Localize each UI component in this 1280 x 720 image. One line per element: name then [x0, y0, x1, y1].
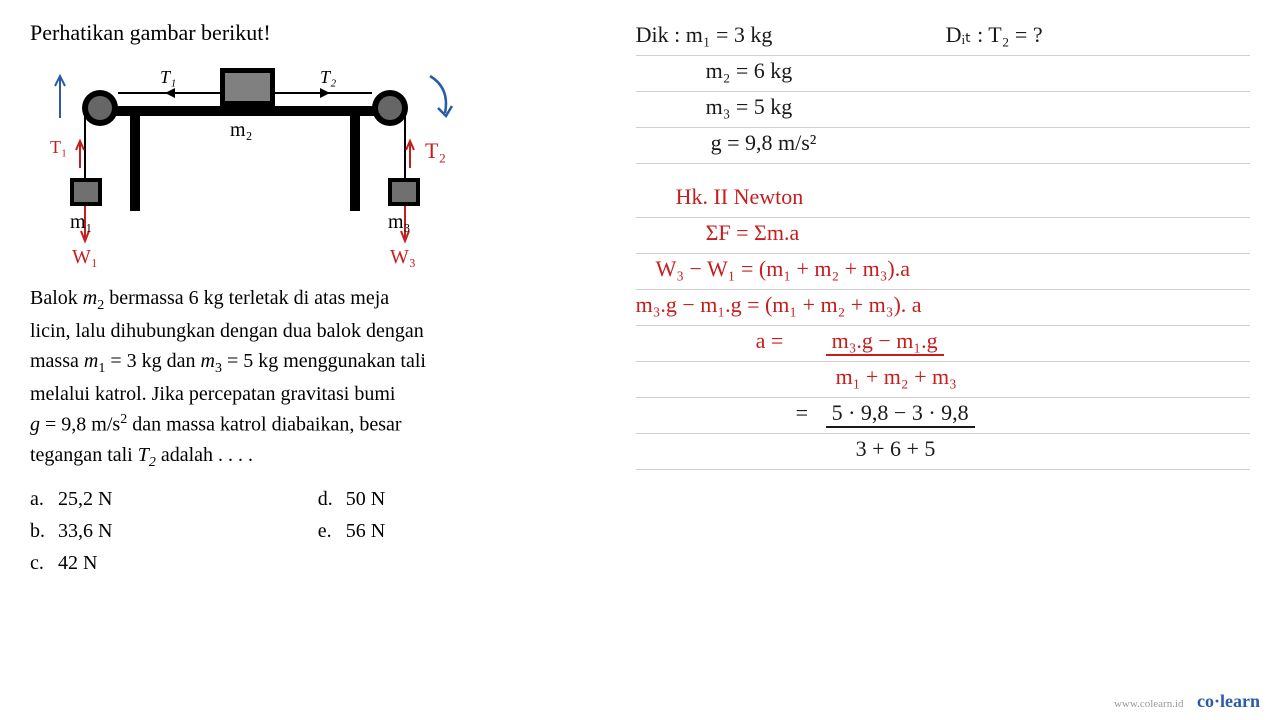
a-label: a =	[756, 328, 784, 354]
footer-url: www.colearn.id	[1114, 698, 1184, 710]
option-b: b.33,6 N	[30, 515, 318, 547]
answer-options: a.25,2 N b.33,6 N c.42 N d.50 N e.56 N	[30, 483, 606, 579]
calc-denominator: 3 + 6 + 5	[856, 436, 936, 462]
footer: www.colearn.id co·learn	[1114, 691, 1260, 712]
given-g: g = 9,8 m/s²	[711, 130, 817, 156]
problem-panel: Perhatikan gambar berikut!	[30, 20, 616, 700]
option-e: e.56 N	[318, 515, 606, 547]
svg-text:T₁: T₁	[50, 137, 67, 157]
problem-text: Balok m2 bermassa 6 kg terletak di atas …	[30, 283, 606, 473]
option-a: a.25,2 N	[30, 483, 318, 515]
sigma-f: ΣF = Σm.a	[706, 220, 800, 246]
physics-diagram: T₁ T₂ T₁ T₂ m₂ m₁ m₃ W₁ W₃	[30, 58, 460, 268]
label-W1: W₁	[72, 246, 98, 268]
given-m3: m₃ = 5 kg	[706, 94, 793, 120]
svg-text:T₂: T₂	[425, 138, 446, 163]
label-m3: m₃	[388, 211, 411, 233]
option-c: c.42 N	[30, 547, 318, 579]
label-m2: m₂	[230, 119, 253, 141]
mg-eq: m₃.g − m₁.g = (m₁ + m₂ + m₃). a	[636, 292, 922, 318]
label-m1: m₁	[70, 211, 93, 233]
a-numerator: m₃.g − m₁.g	[826, 328, 944, 356]
option-d: d.50 N	[318, 483, 606, 515]
problem-title: Perhatikan gambar berikut!	[30, 20, 606, 46]
calc-numerator: 5 · 9,8 − 3 · 9,8	[826, 400, 975, 428]
weight-eq: W₃ − W₁ = (m₁ + m₂ + m₃).a	[656, 256, 910, 282]
dit-label: Dᵢₜ : T₂ = ?	[946, 22, 1043, 48]
a-denominator: m₁ + m₂ + m₃	[836, 364, 957, 390]
solution-panel: Dik : m₁ = 3 kg Dᵢₜ : T₂ = ? m₂ = 6 kg m…	[616, 20, 1250, 700]
label-W3: W₃	[390, 246, 416, 268]
newton-law: Hk. II Newton	[676, 184, 804, 210]
label-T1: T₁	[160, 67, 176, 87]
given-m2: m₂ = 6 kg	[706, 58, 793, 84]
footer-brand: co·learn	[1197, 691, 1260, 711]
label-T2: T₂	[320, 67, 336, 87]
dik-label: Dik : m₁ = 3 kg	[636, 22, 773, 48]
eq-sign: =	[796, 400, 808, 426]
